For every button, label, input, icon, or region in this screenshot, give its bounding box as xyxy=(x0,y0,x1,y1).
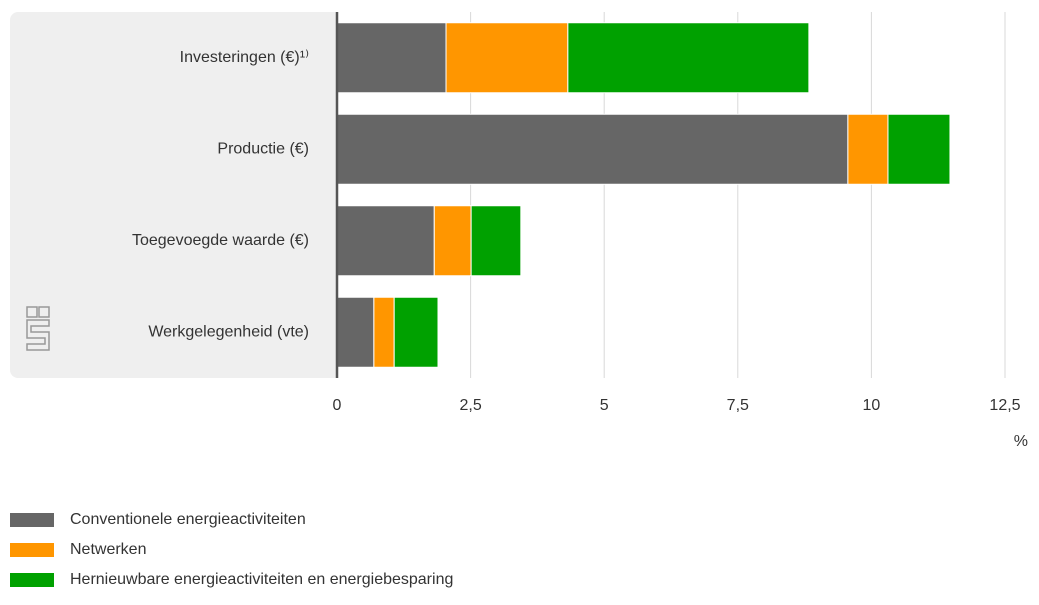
bar-segment xyxy=(336,205,435,277)
x-tick-label: 10 xyxy=(863,397,881,414)
y-tick-label: Productie (€) xyxy=(217,140,309,157)
bar-segment xyxy=(393,296,439,368)
bar-segment xyxy=(567,22,810,94)
logo xyxy=(26,306,50,351)
legend-swatch xyxy=(10,543,54,557)
x-axis-unit: % xyxy=(1014,433,1028,450)
x-tick-label: 2,5 xyxy=(459,397,481,414)
y-tick-label: Werkgelegenheid (vte) xyxy=(148,323,309,340)
label-panel xyxy=(10,12,350,378)
bar-segment xyxy=(445,22,569,94)
x-tick-label: 7,5 xyxy=(727,397,749,414)
panel-mask xyxy=(337,12,357,378)
bar-segment xyxy=(470,205,522,277)
legend-swatch xyxy=(10,513,54,527)
bar-segment xyxy=(887,113,951,185)
y-tick-label: Investeringen (€)¹⁾ xyxy=(180,49,309,66)
legend-label: Netwerken xyxy=(70,541,146,558)
bar-segment xyxy=(336,113,849,185)
y-tick-label: Toegevoegde waarde (€) xyxy=(132,232,309,249)
bar-segment xyxy=(433,205,472,277)
x-tick-label: 12,5 xyxy=(989,397,1020,414)
legend-swatch xyxy=(10,573,54,587)
legend-label: Conventionele energieactiviteiten xyxy=(70,511,306,528)
bar-segment xyxy=(847,113,889,185)
x-tick-label: 0 xyxy=(333,397,342,414)
bar-segment xyxy=(373,296,395,368)
bar-segment xyxy=(336,22,447,94)
legend-label: Hernieuwbare energieactiviteiten en ener… xyxy=(70,571,453,588)
bar-segment xyxy=(336,296,375,368)
x-tick-label: 5 xyxy=(600,397,609,414)
